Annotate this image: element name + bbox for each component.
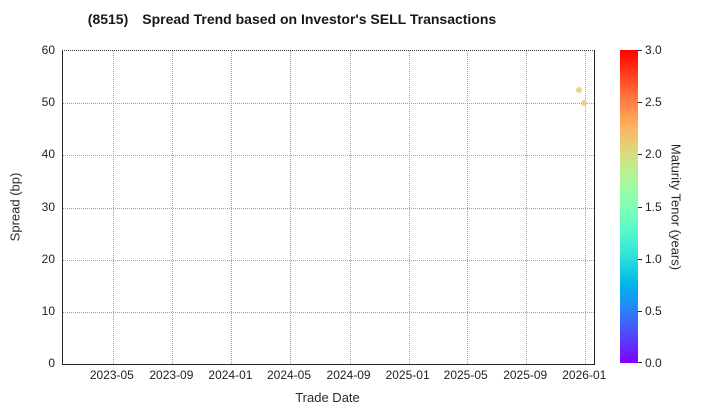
y-tick-label: 50 xyxy=(41,95,55,110)
colorbar-tick xyxy=(638,206,642,208)
x-axis-label: Trade Date xyxy=(295,390,360,405)
gridline-vertical xyxy=(112,51,114,364)
y-tick-label: 30 xyxy=(41,199,55,214)
colorbar-tick-label: 0.5 xyxy=(645,303,662,318)
data-point xyxy=(581,99,588,106)
gridline-horizontal xyxy=(63,155,594,157)
x-tick-label: 2024-05 xyxy=(266,368,312,382)
colorbar-label: Maturity Tenor (years) xyxy=(668,143,684,271)
colorbar-tick-label: 2.0 xyxy=(645,147,662,162)
colorbar-tick xyxy=(638,362,642,363)
gridline-vertical xyxy=(231,51,233,364)
colorbar-tick-label: 0.0 xyxy=(645,356,662,370)
y-tick-label: 60 xyxy=(41,43,55,57)
colorbar-tick xyxy=(638,154,642,156)
gridline-vertical xyxy=(349,51,351,364)
chart-title: (8515) Spread Trend based on Investor's S… xyxy=(62,11,522,27)
x-tick-label: 2025-01 xyxy=(385,368,430,382)
x-tick-label: 2025-05 xyxy=(443,368,488,382)
gridline-horizontal xyxy=(63,259,594,261)
gridline-vertical xyxy=(172,51,174,364)
x-tick-label: 2025-09 xyxy=(503,368,548,382)
gridline-vertical xyxy=(466,51,468,364)
gridline-vertical xyxy=(290,51,292,364)
colorbar-tick xyxy=(638,258,642,260)
x-tick-label: 2024-09 xyxy=(326,368,371,382)
colorbar-tick-label: 1.0 xyxy=(645,251,662,266)
gridline-vertical xyxy=(585,51,587,364)
x-tick-label: 2024-01 xyxy=(208,368,253,382)
colorbar-gradient xyxy=(620,50,638,363)
gridline-vertical xyxy=(408,51,410,364)
colorbar-tick xyxy=(638,310,642,312)
y-tick-label: 40 xyxy=(41,147,55,162)
y-tick-label: 10 xyxy=(41,303,55,318)
x-tick-label: 2023-09 xyxy=(149,368,194,382)
data-point xyxy=(576,87,583,94)
x-tick-label: 2023-05 xyxy=(89,368,134,382)
y-tick-label: 0 xyxy=(48,356,55,370)
y-tick-label: 20 xyxy=(41,251,55,266)
colorbar-tick xyxy=(638,102,642,104)
chart-title-text: Spread Trend based on Investor's SELL Tr… xyxy=(142,11,497,27)
chart-title-ticker: (8515) xyxy=(87,11,129,27)
colorbar-tick-label: 2.5 xyxy=(645,95,662,110)
gridline-horizontal xyxy=(63,103,594,105)
gridline-horizontal xyxy=(63,311,594,313)
gridline-horizontal xyxy=(63,207,594,209)
colorbar-tick-label: 3.0 xyxy=(645,43,662,57)
colorbar-tick xyxy=(638,50,642,51)
colorbar-tick-label: 1.5 xyxy=(645,199,662,214)
x-tick-label: 2026-01 xyxy=(562,368,607,382)
gridline-vertical xyxy=(526,51,528,364)
plot-area xyxy=(62,50,595,365)
